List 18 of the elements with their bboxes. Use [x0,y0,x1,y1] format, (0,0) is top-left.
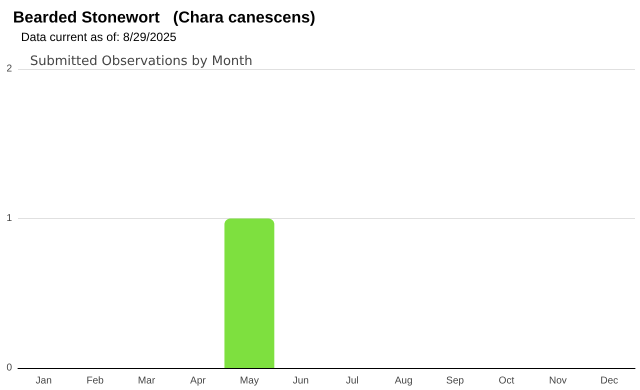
x-tick-label: Aug [394,376,413,386]
x-tick-label: Sep [446,376,464,386]
x-tick-label: Feb [86,376,104,386]
y-tick-label: 2 [6,64,12,74]
chart-title: Bearded Stonewort (Chara canescens) [13,10,316,26]
y-tick-label: 1 [6,213,12,224]
y-tick-label: 0 [6,362,12,374]
x-tick-label: Jan [36,376,52,386]
x-tick-label: Nov [548,376,567,386]
chart-subtitle: Data current as of: 8/29/2025 [21,30,177,44]
x-tick-label: Jun [292,376,309,386]
x-tick-label: Apr [190,376,206,386]
x-tick-label: Oct [498,376,514,386]
x-tick-label: Jul [346,376,359,386]
x-tick-label: Dec [600,376,618,386]
x-tick-label: Mar [138,376,156,386]
x-tick-label: May [240,376,259,386]
text: Submitted Observations by Month [30,54,252,69]
